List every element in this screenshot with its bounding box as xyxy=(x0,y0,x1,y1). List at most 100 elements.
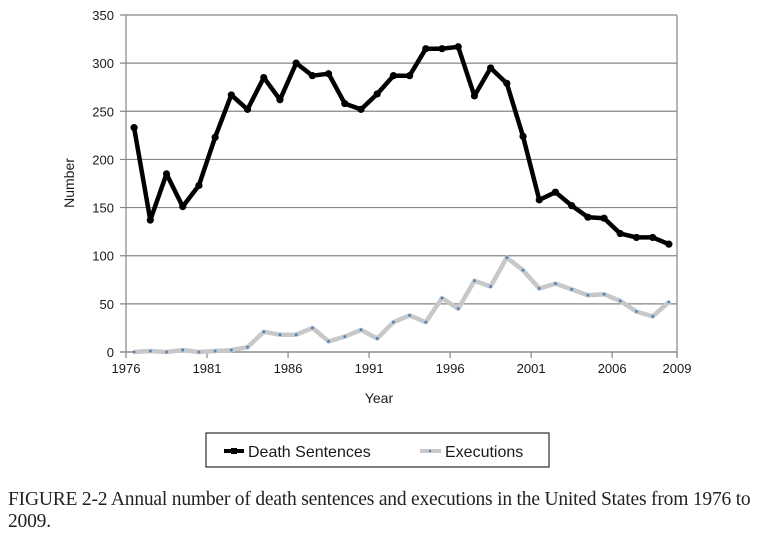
point-death-sentences-1996 xyxy=(454,43,462,51)
point-executions-2006 xyxy=(618,299,622,303)
point-executions-1988 xyxy=(327,340,330,343)
y-tick-label-0: 0 xyxy=(107,345,114,360)
point-death-sentences-1977 xyxy=(146,216,154,224)
point-death-sentences-1976 xyxy=(130,124,138,132)
point-executions-1998 xyxy=(489,285,492,288)
point-death-sentences-1995 xyxy=(438,45,446,53)
figure-caption: FIGURE 2-2 Annual number of death senten… xyxy=(8,489,751,532)
x-tick-label-1986: 1986 xyxy=(274,361,303,376)
point-executions-1984 xyxy=(262,330,266,334)
point-executions-2000 xyxy=(521,268,525,272)
x-tick-label-2001: 2001 xyxy=(517,361,546,376)
point-death-sentences-1988 xyxy=(324,70,333,78)
point-death-sentences-1989 xyxy=(341,99,349,108)
point-executions-2007 xyxy=(635,310,638,313)
point-executions-1983 xyxy=(246,345,249,349)
point-executions-2003 xyxy=(570,288,573,291)
x-tick-label-2006: 2006 xyxy=(598,361,627,376)
point-executions-1977 xyxy=(149,349,152,353)
point-death-sentences-1991 xyxy=(373,90,381,98)
point-death-sentences-1987 xyxy=(308,72,316,80)
point-death-sentences-1983 xyxy=(243,105,252,113)
x-tick-labels: 1976 1981 1986 1991 1996 2001 2006 2009 xyxy=(112,361,692,376)
y-tick-label-350: 350 xyxy=(92,8,114,23)
legend-label-executions: Executions xyxy=(445,444,523,461)
point-death-sentences-2009 xyxy=(665,240,673,248)
point-death-sentences-1999 xyxy=(503,79,511,87)
series-death-sentences xyxy=(130,43,673,248)
series-executions xyxy=(132,255,671,355)
point-executions-2001 xyxy=(537,287,541,290)
point-executions-1976 xyxy=(132,350,136,354)
legend-marker-death-sentences xyxy=(231,448,237,454)
point-executions-1986 xyxy=(294,333,298,336)
point-death-sentences-1994 xyxy=(422,45,430,53)
line-executions xyxy=(133,255,671,355)
point-death-sentences-2005 xyxy=(600,214,608,222)
point-death-sentences-1981 xyxy=(211,133,219,141)
y-axis-title: Number xyxy=(61,158,77,208)
axes xyxy=(120,15,678,358)
legend-box xyxy=(205,432,550,468)
gridlines xyxy=(120,14,677,353)
y-tick-label-300: 300 xyxy=(92,56,114,71)
point-executions-1999 xyxy=(505,256,509,259)
line-death-sentences xyxy=(131,44,670,247)
point-death-sentences-2001 xyxy=(535,196,543,204)
point-death-sentences-1979 xyxy=(179,203,187,211)
point-executions-1980 xyxy=(197,350,201,354)
point-death-sentences-1982 xyxy=(227,91,235,99)
point-death-sentences-1998 xyxy=(487,64,495,72)
point-executions-1982 xyxy=(230,348,233,352)
point-death-sentences-1990 xyxy=(357,105,365,113)
point-executions-2005 xyxy=(602,292,606,296)
point-executions-2009 xyxy=(667,300,671,304)
point-executions-1993 xyxy=(408,314,411,317)
y-tick-labels: 0 50 100 150 200 250 300 350 xyxy=(92,8,114,360)
point-executions-1978 xyxy=(165,350,168,354)
legend-label-death-sentences: Death Sentences xyxy=(248,444,371,461)
x-tick-label-1991: 1991 xyxy=(355,361,384,376)
point-death-sentences-1992 xyxy=(389,72,397,80)
point-executions-1996 xyxy=(456,307,460,310)
point-executions-1981 xyxy=(213,349,217,353)
x-axis-title: Year xyxy=(365,390,394,406)
legend-item-executions: Executions xyxy=(420,444,523,461)
point-executions-1979 xyxy=(181,348,185,352)
point-executions-1985 xyxy=(278,333,282,336)
point-death-sentences-1984 xyxy=(260,73,268,82)
point-death-sentences-1980 xyxy=(195,181,203,190)
legend-marker-executions xyxy=(429,450,431,452)
y-tick-label-250: 250 xyxy=(92,104,114,119)
y-tick-label-50: 50 xyxy=(100,297,114,312)
x-tick-label-2009: 2009 xyxy=(663,361,692,376)
point-executions-1991 xyxy=(375,337,379,340)
point-executions-1990 xyxy=(359,328,363,332)
point-death-sentences-2008 xyxy=(649,233,657,242)
point-executions-2002 xyxy=(554,282,557,285)
point-executions-1994 xyxy=(424,320,428,324)
x-tick-label-1981: 1981 xyxy=(193,361,222,376)
point-death-sentences-2006 xyxy=(616,229,624,238)
point-executions-2008 xyxy=(651,315,654,318)
legend-item-death-sentences: Death Sentences xyxy=(224,444,371,461)
y-tick-label-150: 150 xyxy=(92,201,114,216)
point-executions-1992 xyxy=(392,320,395,324)
point-executions-1989 xyxy=(343,335,347,338)
x-tick-label-1976: 1976 xyxy=(112,361,141,376)
x-tick-label-1996: 1996 xyxy=(436,361,465,376)
point-death-sentences-1993 xyxy=(406,72,414,80)
y-tick-label-100: 100 xyxy=(92,249,114,264)
point-death-sentences-1978 xyxy=(162,170,171,178)
point-executions-1987 xyxy=(311,326,314,330)
point-death-sentences-2000 xyxy=(519,132,527,140)
point-death-sentences-2003 xyxy=(568,202,576,210)
point-executions-1997 xyxy=(473,279,476,283)
point-death-sentences-1986 xyxy=(292,59,300,67)
point-executions-1995 xyxy=(440,296,444,300)
point-death-sentences-2002 xyxy=(551,188,560,196)
series-group xyxy=(130,43,673,355)
legend: Death Sentences Executions xyxy=(205,432,550,468)
point-death-sentences-2004 xyxy=(584,213,592,221)
